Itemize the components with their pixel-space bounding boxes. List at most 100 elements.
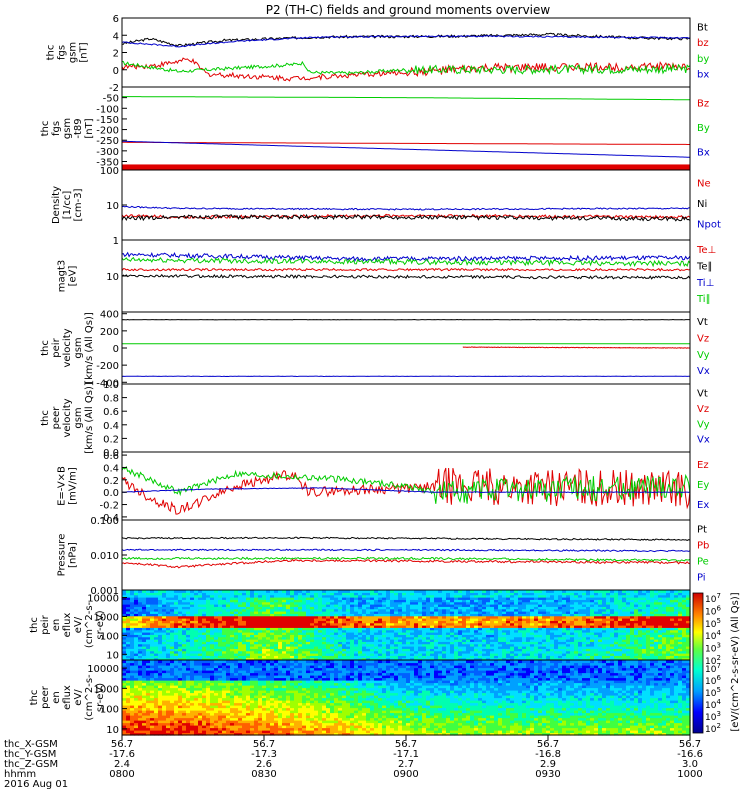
heatmap-cell xyxy=(494,636,499,640)
heatmap-cell xyxy=(510,639,515,642)
heatmap-cell xyxy=(198,657,203,661)
heatmap-cell xyxy=(494,650,499,654)
heatmap-cell xyxy=(186,677,191,681)
heatmap-cell xyxy=(382,620,387,624)
heatmap-cell xyxy=(458,632,463,635)
heatmap-cell xyxy=(254,592,259,596)
heatmap-cell xyxy=(342,604,347,607)
heatmap-cell xyxy=(662,629,667,633)
heatmap-cell xyxy=(178,655,183,659)
heatmap-cell xyxy=(146,705,151,709)
heatmap-cell xyxy=(590,639,595,642)
heatmap-cell xyxy=(658,618,663,621)
heatmap-cell xyxy=(362,627,367,631)
heatmap-cell xyxy=(190,641,195,645)
heatmap-cell xyxy=(494,615,499,619)
heatmap-cell xyxy=(166,636,171,640)
series-line-Te⊥ xyxy=(121,267,691,272)
heatmap-cell xyxy=(530,615,535,619)
heatmap-cell xyxy=(190,710,195,714)
heatmap-cell xyxy=(206,625,211,628)
heatmap-cell xyxy=(322,597,327,600)
heatmap-cell xyxy=(138,697,143,701)
heatmap-cell xyxy=(154,730,159,734)
heatmap-cell xyxy=(150,692,155,696)
heatmap-cell xyxy=(154,680,159,684)
heatmap-cell xyxy=(234,641,239,645)
heatmap-cell xyxy=(198,629,203,633)
heatmap-cell xyxy=(642,648,647,652)
heatmap-cell xyxy=(438,646,443,649)
heatmap-cell xyxy=(138,672,143,676)
heatmap-cell xyxy=(498,655,503,659)
heatmap-cell xyxy=(354,634,359,638)
y-tick-label: -50 xyxy=(103,94,119,105)
heatmap-cell xyxy=(582,601,587,605)
heatmap-cell xyxy=(530,594,535,598)
heatmap-cell xyxy=(582,606,587,610)
heatmap-cell xyxy=(546,601,551,605)
heatmap-cell xyxy=(534,625,539,628)
heatmap-cell xyxy=(590,613,595,617)
heatmap-cell xyxy=(390,613,395,617)
heatmap-cell xyxy=(562,622,567,626)
heatmap-cell xyxy=(682,641,687,645)
heatmap-cell xyxy=(230,646,235,649)
heatmap-cell xyxy=(342,634,347,638)
heatmap-cell xyxy=(306,601,311,605)
heatmap-cell xyxy=(134,601,139,605)
heatmap-cell xyxy=(290,646,295,649)
heatmap-cell xyxy=(382,627,387,631)
heatmap-cell xyxy=(578,608,583,612)
heatmap-cell xyxy=(490,627,495,631)
heatmap-cell xyxy=(582,597,587,600)
heatmap-cell xyxy=(614,657,619,661)
heatmap-cell xyxy=(530,646,535,649)
heatmap-cell xyxy=(162,687,167,691)
heatmap-cell xyxy=(446,597,451,600)
heatmap-cell xyxy=(174,722,179,726)
legend-Vx: Vx xyxy=(697,435,710,446)
heatmap-cell xyxy=(674,646,679,649)
heatmap-cell xyxy=(350,608,355,612)
legend-Ti∥: Ti∥ xyxy=(696,294,711,305)
heatmap-cell xyxy=(430,606,435,610)
heatmap-cell xyxy=(658,601,663,605)
heatmap-cell xyxy=(166,613,171,617)
heatmap-cell xyxy=(418,611,423,614)
heatmap-cell xyxy=(166,646,171,649)
heatmap-cell xyxy=(186,639,191,642)
heatmap-cell xyxy=(674,653,679,656)
heatmap-cell xyxy=(646,615,651,619)
heatmap-cell xyxy=(534,604,539,607)
heatmap-cell xyxy=(450,613,455,617)
heatmap-cell xyxy=(570,625,575,628)
heatmap-cell xyxy=(210,592,215,596)
heatmap-cell xyxy=(514,604,519,607)
heatmap-cell xyxy=(330,597,335,600)
heatmap-cell xyxy=(174,620,179,624)
heatmap-cell xyxy=(166,592,171,596)
heatmap-cell xyxy=(606,592,611,596)
heatmap-cell xyxy=(622,641,627,645)
heatmap-cell xyxy=(554,604,559,607)
heatmap-cell xyxy=(306,606,311,610)
heatmap-cell xyxy=(354,601,359,605)
heatmap-cell xyxy=(654,608,659,612)
heatmap-cell xyxy=(166,712,171,716)
heatmap-cell xyxy=(674,608,679,612)
heatmap-cell xyxy=(294,643,299,647)
heatmap-cell xyxy=(578,648,583,652)
heatmap-cell xyxy=(310,632,315,635)
heatmap-cell xyxy=(522,655,527,659)
heatmap-cell xyxy=(314,620,319,624)
heatmap-cell xyxy=(202,629,207,633)
heatmap-cell xyxy=(370,634,375,638)
heatmap-cell xyxy=(670,613,675,617)
heatmap-cell xyxy=(506,622,511,626)
heatmap-cell xyxy=(582,611,587,614)
heatmap-cell xyxy=(134,715,139,719)
heatmap-cell xyxy=(174,675,179,679)
heatmap-cell xyxy=(538,613,543,617)
heatmap-cell xyxy=(350,629,355,633)
